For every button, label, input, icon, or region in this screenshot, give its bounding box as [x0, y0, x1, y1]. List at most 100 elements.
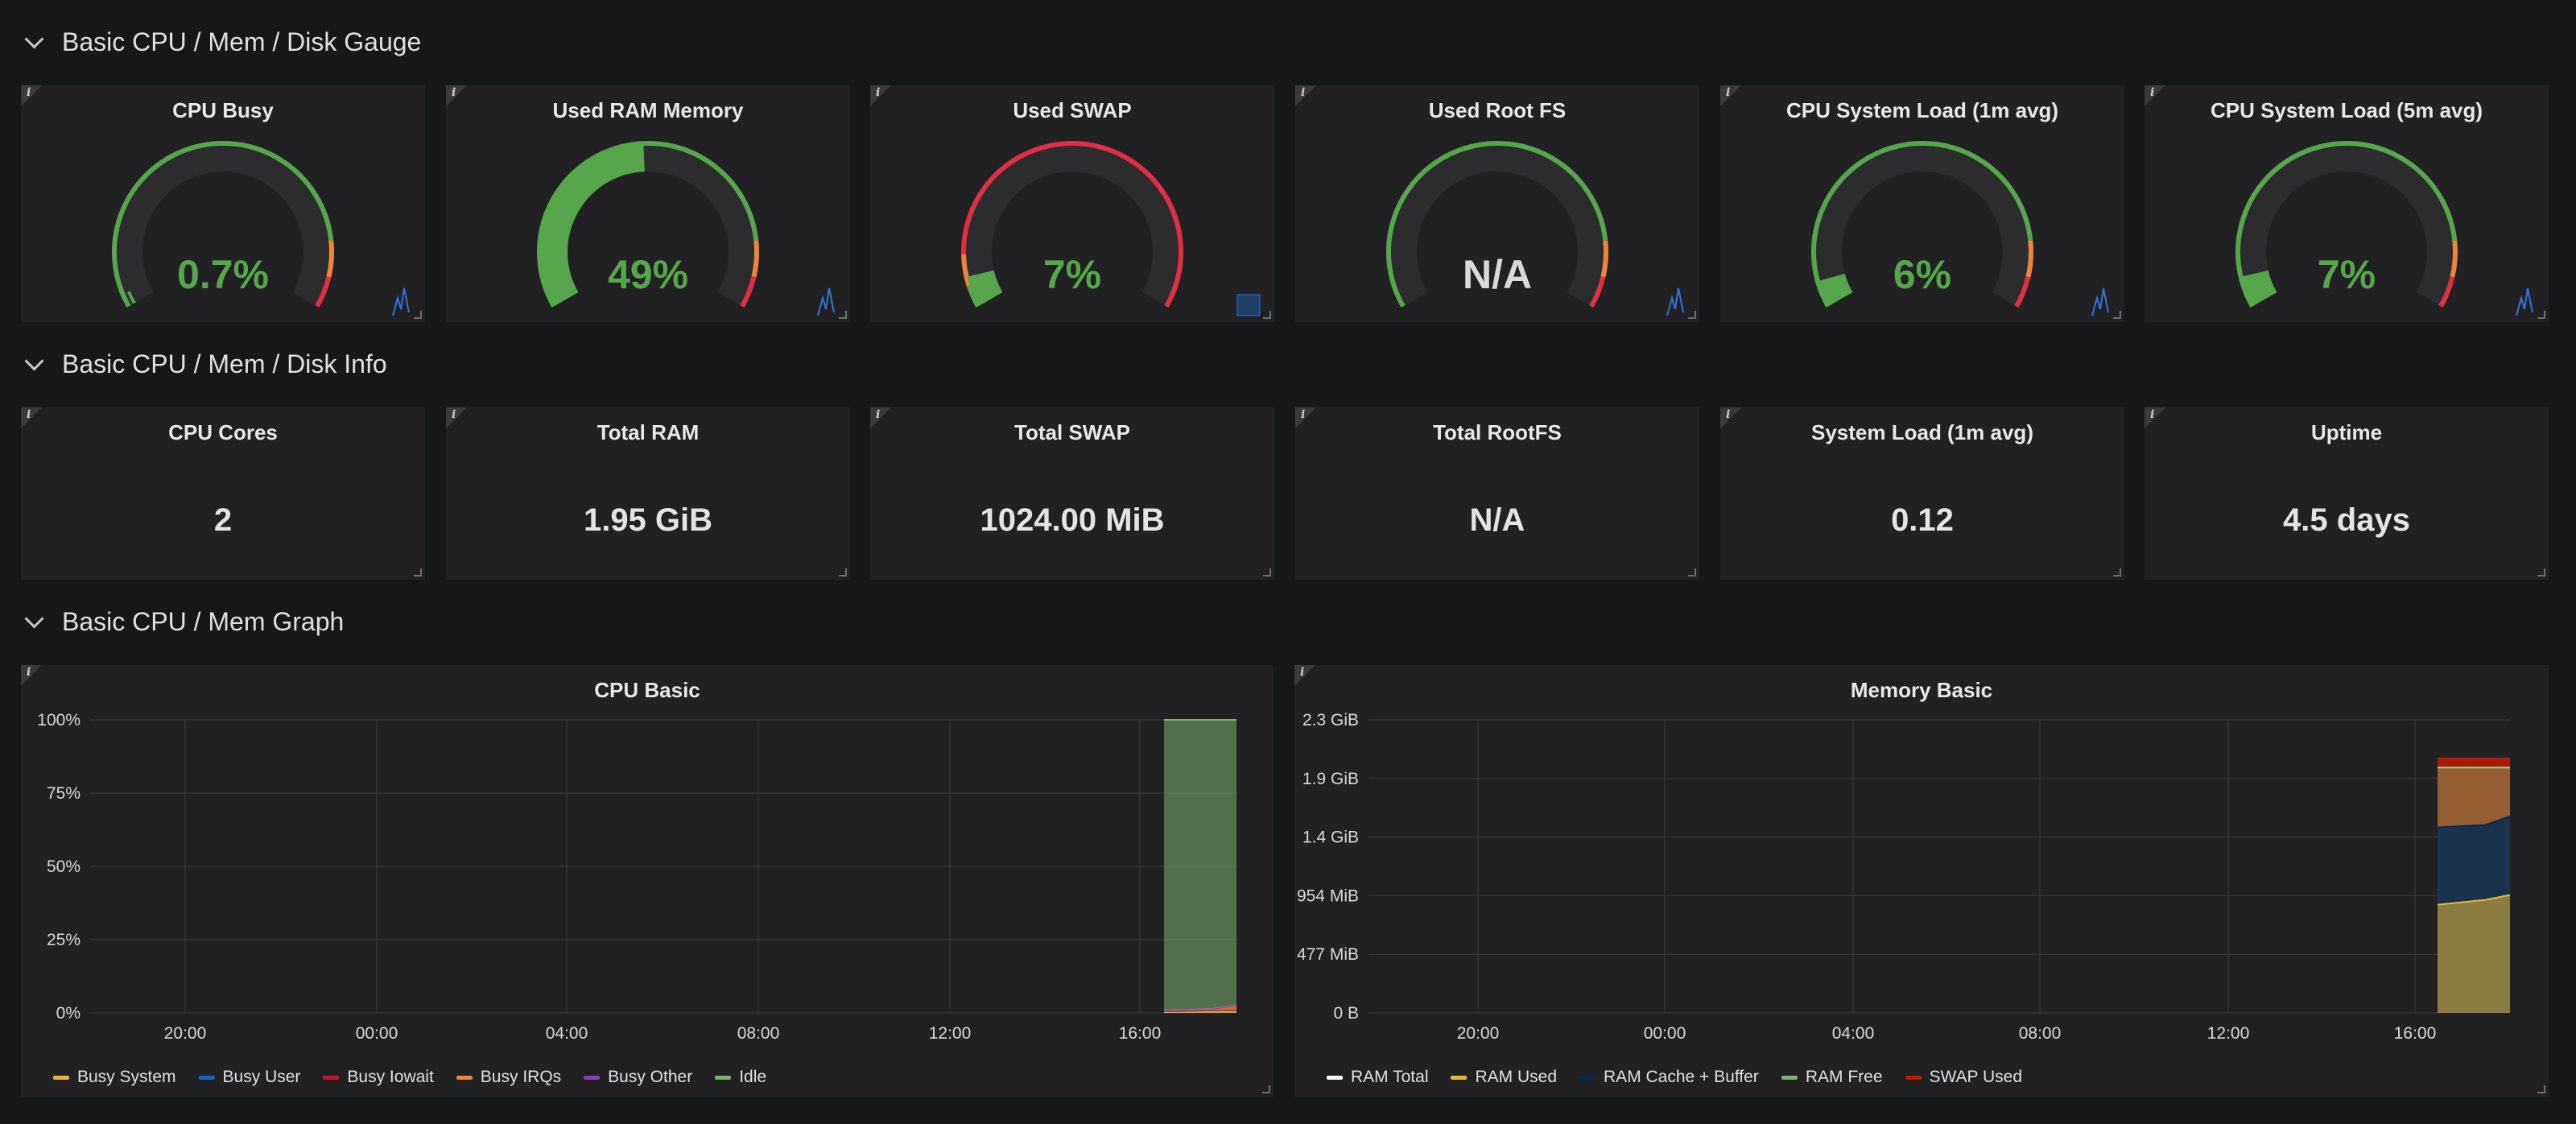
legend-item[interactable]: Busy IRQs: [456, 1068, 561, 1087]
panel-info-corner[interactable]: [1720, 407, 1741, 428]
legend-item[interactable]: RAM Total: [1327, 1068, 1428, 1087]
legend-item[interactable]: Busy User: [198, 1068, 300, 1087]
panel-info-corner[interactable]: [2145, 407, 2165, 428]
resize-handle[interactable]: [414, 311, 422, 319]
info-icon[interactable]: i: [1300, 666, 1305, 679]
y-tick-label: 1.4 GiB: [1302, 829, 1359, 847]
y-tick-label: 50%: [47, 857, 80, 876]
gauge-value: 7%: [2317, 252, 2376, 297]
stat-panel[interactable]: i Uptime 4.5 days: [2145, 407, 2549, 580]
gauge-panel[interactable]: i Used RAM Memory 49%: [446, 85, 850, 322]
row-header-gauge[interactable]: Basic CPU / Mem / Disk Gauge: [24, 26, 421, 58]
info-icon[interactable]: i: [452, 86, 456, 99]
info-icon[interactable]: i: [27, 408, 31, 421]
panel-info-corner[interactable]: [21, 85, 42, 106]
panel-title[interactable]: Uptime: [2310, 420, 2383, 444]
gauge-panel[interactable]: i CPU System Load (1m avg) 6%: [1720, 85, 2124, 322]
resize-handle[interactable]: [1262, 1085, 1270, 1093]
gauge-panel[interactable]: i CPU Busy 0.7%: [21, 85, 425, 322]
panel-info-corner[interactable]: [1720, 85, 1741, 106]
gauge-arc: [537, 141, 835, 316]
legend-label: Idle: [739, 1068, 767, 1086]
panel-info-corner[interactable]: [446, 407, 467, 428]
panel-title[interactable]: CPU Cores: [168, 420, 278, 444]
resize-handle[interactable]: [2537, 311, 2545, 319]
panel-title[interactable]: Used RAM Memory: [552, 98, 744, 122]
panel-info-corner[interactable]: [1295, 85, 1316, 106]
panel-title[interactable]: Total RAM: [597, 420, 700, 444]
info-icon[interactable]: i: [1301, 86, 1306, 99]
legend-item[interactable]: RAM Cache + Buffer: [1579, 1068, 1759, 1087]
info-icon[interactable]: i: [2150, 86, 2155, 99]
panel-info-corner[interactable]: [21, 407, 42, 428]
cpu-chart[interactable]: 100% 75% 50% 25% 0% 20:00 00:00 04:00 08:00 12:00…: [21, 665, 1274, 1052]
info-icon[interactable]: i: [876, 86, 881, 99]
resize-handle[interactable]: [1263, 568, 1271, 576]
resize-handle[interactable]: [839, 568, 847, 576]
y-tick-label: 477 MiB: [1297, 945, 1359, 964]
resize-handle[interactable]: [414, 568, 422, 576]
panel-title[interactable]: Total SWAP: [1014, 420, 1130, 444]
info-icon[interactable]: i: [27, 86, 31, 99]
panel-title[interactable]: System Load (1m avg): [1811, 420, 2033, 444]
gauge-panel[interactable]: i CPU System Load (5m avg) 7%: [2145, 85, 2549, 322]
gauge-arc: [1811, 141, 2109, 316]
panel-title[interactable]: Used SWAP: [1013, 98, 1132, 122]
panel-title[interactable]: Total RootFS: [1433, 420, 1562, 444]
info-icon[interactable]: i: [876, 408, 881, 421]
row-header-info[interactable]: Basic CPU / Mem / Disk Info: [24, 348, 387, 380]
stat-panel[interactable]: i CPU Cores 2: [21, 407, 425, 580]
chevron-down-icon[interactable]: [24, 350, 44, 371]
chevron-down-icon[interactable]: [24, 28, 44, 49]
resize-handle[interactable]: [2113, 311, 2121, 319]
gauge-panel[interactable]: i Used Root FS N/A: [1295, 85, 1699, 322]
y-tick-label: 0%: [56, 1004, 80, 1023]
legend-item[interactable]: Busy Other: [584, 1068, 692, 1087]
legend-item[interactable]: Idle: [715, 1068, 766, 1087]
panel-title[interactable]: CPU Busy: [172, 98, 274, 122]
info-icon[interactable]: i: [452, 408, 456, 421]
info-icon[interactable]: i: [2150, 408, 2155, 421]
legend-item[interactable]: SWAP Used: [1905, 1068, 2022, 1087]
resize-handle[interactable]: [839, 311, 847, 319]
stat-panel[interactable]: i System Load (1m avg) 0.12: [1720, 407, 2124, 580]
panel-info-corner[interactable]: [870, 407, 891, 428]
panel-info-corner[interactable]: [1295, 407, 1316, 428]
panel-info-corner[interactable]: [1294, 665, 1315, 686]
info-icon[interactable]: i: [27, 666, 31, 679]
resize-handle[interactable]: [2537, 1085, 2545, 1093]
resize-handle[interactable]: [1263, 311, 1271, 319]
memory-chart[interactable]: 2.3 GiB 1.9 GiB 1.4 GiB 954 MiB 477 MiB 0 B 20…: [1294, 665, 2549, 1052]
panel-title[interactable]: Memory Basic: [1850, 678, 1993, 702]
row-header-graph[interactable]: Basic CPU / Mem Graph: [24, 605, 344, 638]
info-icon[interactable]: i: [1301, 408, 1306, 421]
resize-handle[interactable]: [2537, 568, 2545, 576]
legend-item[interactable]: RAM Used: [1451, 1068, 1557, 1087]
panel-title[interactable]: CPU Basic: [594, 678, 700, 702]
panel-title[interactable]: Used Root FS: [1428, 98, 1567, 122]
resize-handle[interactable]: [1688, 311, 1696, 319]
panel-info-corner[interactable]: [870, 85, 891, 106]
gauge-panel[interactable]: i Used SWAP 7%: [870, 85, 1274, 322]
cpu-basic-panel[interactable]: i CPU Basic 100% 75% 50% 25% 0% 20:00 00:00 04:…: [21, 665, 1274, 1097]
stat-panel[interactable]: i Total RootFS N/A: [1295, 407, 1699, 580]
chevron-down-icon[interactable]: [24, 608, 44, 629]
gauge-arc: [2235, 141, 2533, 316]
legend-label: RAM Total: [1351, 1068, 1429, 1086]
memory-basic-panel[interactable]: i Memory Basic 2.3 GiB 1.9 GiB 1.4 GiB 954 …: [1294, 665, 2549, 1097]
info-icon[interactable]: i: [1726, 86, 1731, 99]
stat-panel[interactable]: i Total SWAP 1024.00 MiB: [870, 407, 1274, 580]
panel-title[interactable]: CPU System Load (1m avg): [1785, 98, 2059, 122]
legend-item[interactable]: Busy Iowait: [323, 1068, 434, 1087]
resize-handle[interactable]: [2113, 568, 2121, 576]
panel-info-corner[interactable]: [446, 85, 467, 106]
resize-handle[interactable]: [1688, 568, 1696, 576]
panel-info-corner[interactable]: [21, 665, 42, 686]
stat-panel[interactable]: i Total RAM 1.95 GiB: [446, 407, 850, 580]
legend-item[interactable]: Busy System: [53, 1068, 176, 1087]
legend-item[interactable]: RAM Free: [1781, 1068, 1883, 1087]
info-icon[interactable]: i: [1726, 408, 1731, 421]
x-tick-label: 20:00: [1457, 1024, 1500, 1043]
panel-info-corner[interactable]: [2145, 85, 2165, 106]
panel-title[interactable]: CPU System Load (5m avg): [2210, 98, 2483, 122]
